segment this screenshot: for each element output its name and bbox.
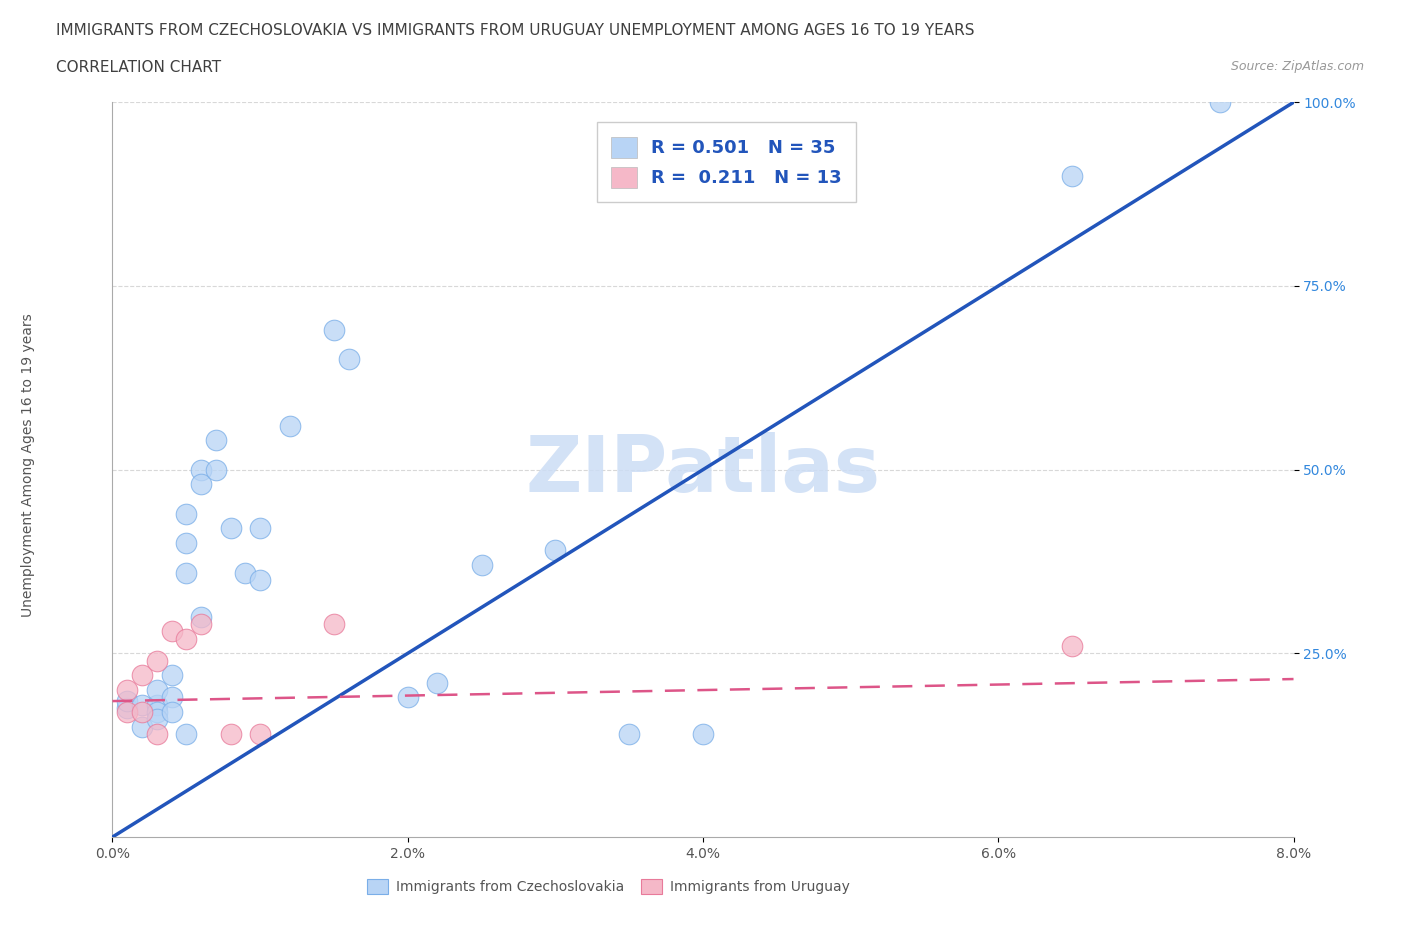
Point xyxy=(190,609,212,624)
Point xyxy=(323,323,346,338)
Point xyxy=(205,462,228,477)
Text: Source: ZipAtlas.com: Source: ZipAtlas.com xyxy=(1230,60,1364,73)
Text: CORRELATION CHART: CORRELATION CHART xyxy=(56,60,221,75)
Point xyxy=(692,726,714,741)
Point xyxy=(117,705,138,720)
Point xyxy=(174,726,197,741)
Point xyxy=(160,705,183,720)
Point xyxy=(160,668,183,683)
Point xyxy=(117,694,138,709)
Point xyxy=(146,705,169,720)
Point xyxy=(174,565,197,580)
Text: IMMIGRANTS FROM CZECHOSLOVAKIA VS IMMIGRANTS FROM URUGUAY UNEMPLOYMENT AMONG AGE: IMMIGRANTS FROM CZECHOSLOVAKIA VS IMMIGR… xyxy=(56,23,974,38)
Point xyxy=(249,521,271,536)
Point xyxy=(146,726,169,741)
Point xyxy=(619,726,641,741)
Point xyxy=(146,683,169,698)
Point xyxy=(117,701,138,716)
Point xyxy=(1062,639,1084,654)
Point xyxy=(471,558,494,573)
Point xyxy=(544,543,567,558)
Point xyxy=(160,690,183,705)
Point xyxy=(117,683,138,698)
Point xyxy=(146,653,169,668)
Point xyxy=(146,698,169,712)
Point xyxy=(249,726,271,741)
Point xyxy=(233,565,256,580)
Text: Unemployment Among Ages 16 to 19 years: Unemployment Among Ages 16 to 19 years xyxy=(21,313,35,617)
Point xyxy=(190,477,212,492)
Point xyxy=(190,617,212,631)
Point xyxy=(190,462,212,477)
Point xyxy=(323,617,346,631)
Point xyxy=(131,720,153,735)
Text: ZIPatlas: ZIPatlas xyxy=(526,432,880,508)
Point xyxy=(131,698,153,712)
Point xyxy=(131,668,153,683)
Point xyxy=(249,573,271,588)
Point xyxy=(131,705,153,720)
Point xyxy=(426,675,449,690)
Legend: R = 0.501   N = 35, R =  0.211   N = 13: R = 0.501 N = 35, R = 0.211 N = 13 xyxy=(598,123,856,202)
Point xyxy=(174,506,197,521)
Point xyxy=(160,624,183,639)
Point xyxy=(1062,168,1084,183)
Point xyxy=(146,712,169,727)
Point xyxy=(219,521,242,536)
Point xyxy=(174,631,197,646)
Point xyxy=(205,432,228,447)
Point xyxy=(174,536,197,551)
Point xyxy=(278,418,301,433)
Point xyxy=(337,352,360,366)
Point xyxy=(396,690,419,705)
Point xyxy=(1208,95,1232,110)
Point xyxy=(219,726,242,741)
